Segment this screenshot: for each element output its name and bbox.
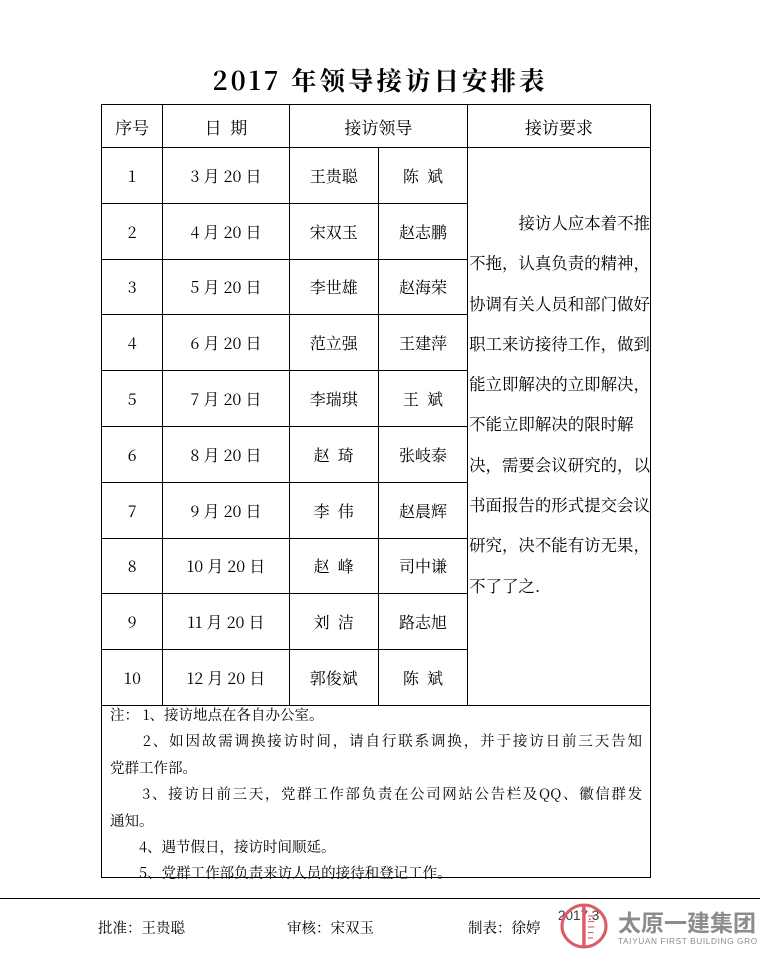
svg-text:TAIYUAN FIRST BUILDING GROUP: TAIYUAN FIRST BUILDING GROUP	[618, 936, 758, 946]
svg-text:太原一建集团: 太原一建集团	[618, 904, 756, 938]
